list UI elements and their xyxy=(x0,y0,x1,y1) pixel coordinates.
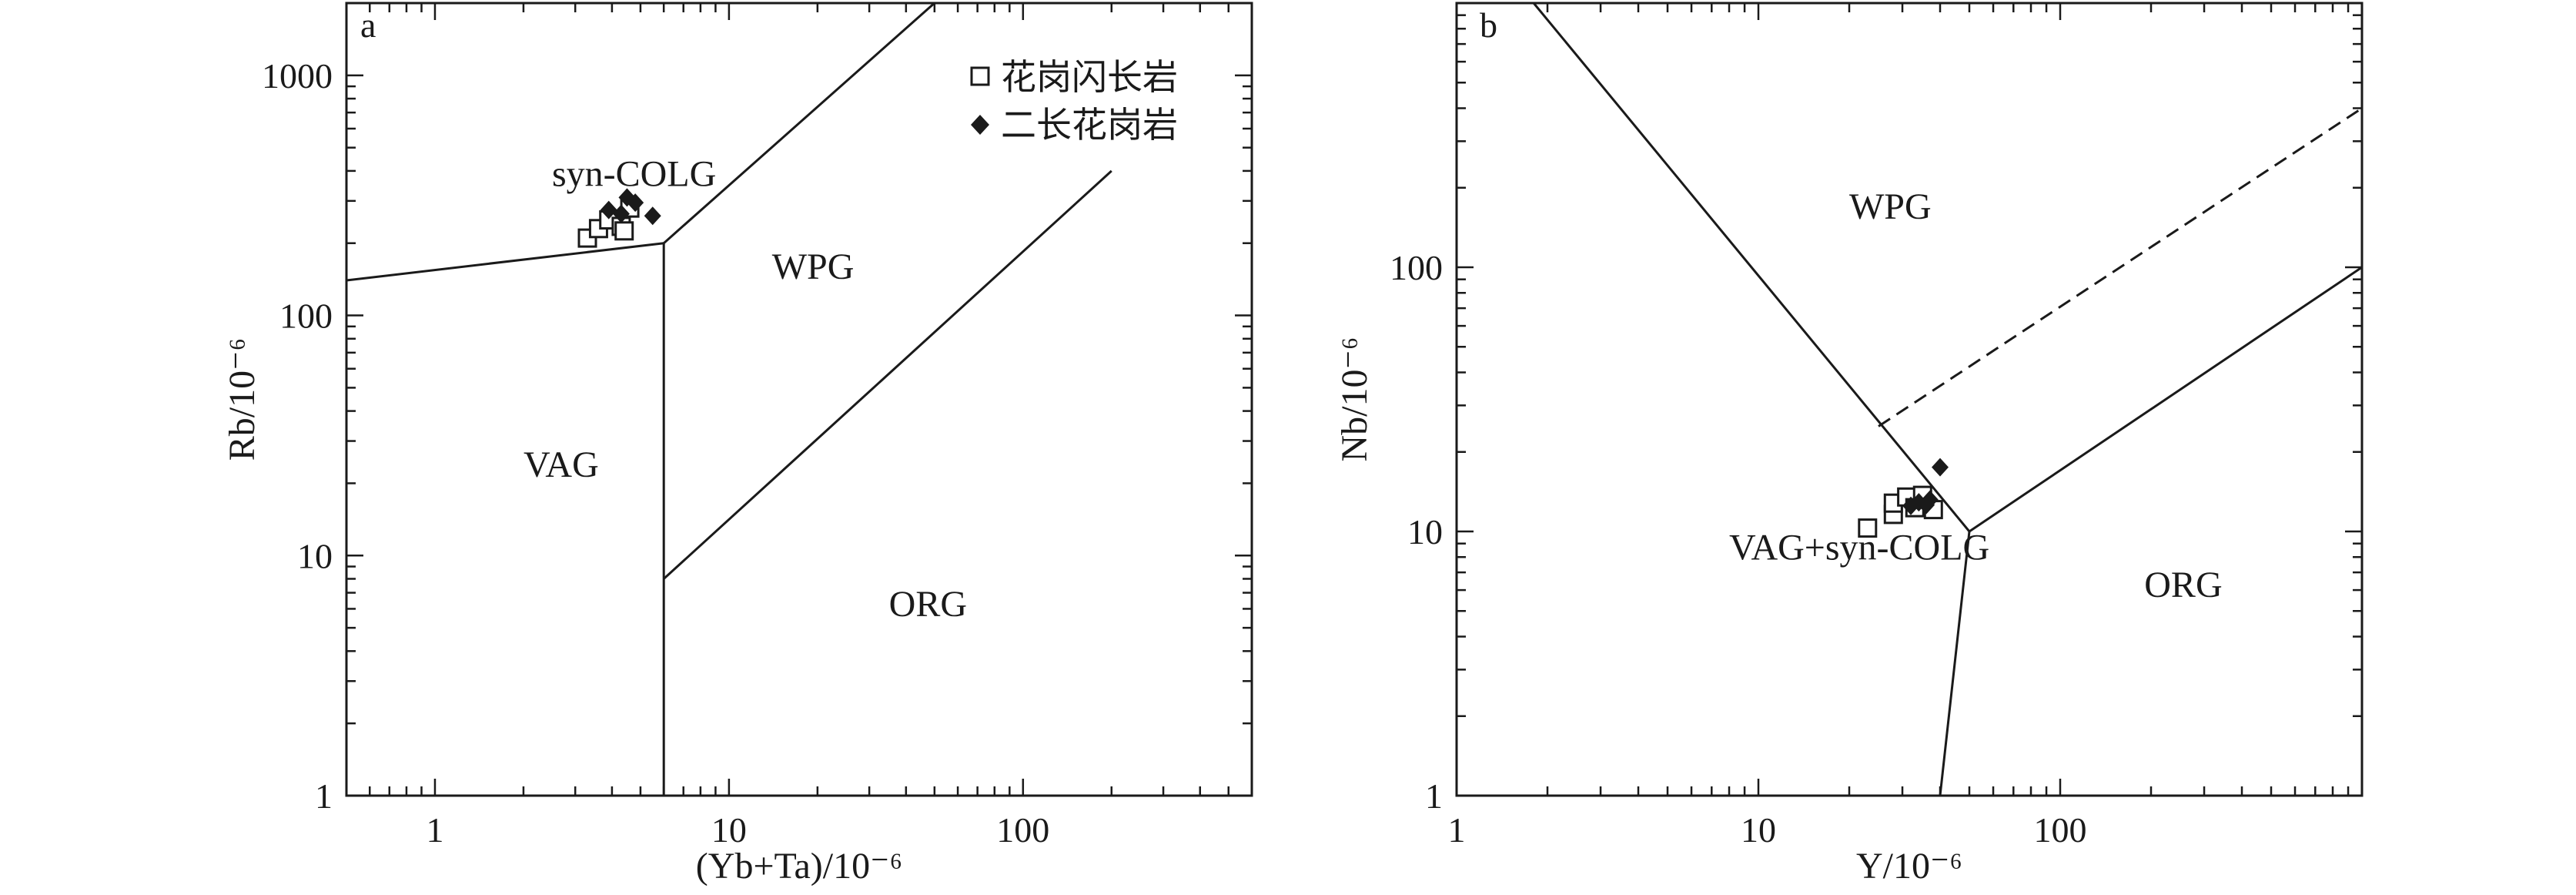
y-tick-label: 10 xyxy=(1407,512,1443,551)
series-monzogranite xyxy=(600,188,661,226)
open-square-point xyxy=(1858,518,1878,538)
series-monzogranite xyxy=(1902,458,1949,515)
legend-label: 花岗闪长岩 xyxy=(1001,58,1178,97)
boundary-line xyxy=(1939,531,1971,796)
plot-frame xyxy=(345,2,1253,797)
filled-diamond-point xyxy=(627,193,644,213)
boundary-line xyxy=(663,169,1112,580)
y-tick-label: 10 xyxy=(297,536,333,575)
y-tick-label: 1 xyxy=(1425,776,1443,816)
panel-b: 1 10 100110100Y/10⁻⁶Nb/10⁻⁶bWPGVAG+syn-COL… xyxy=(1334,2,2364,887)
y-axis-label: Rb/10⁻⁶ xyxy=(222,338,263,461)
axis-ticks xyxy=(1455,2,2364,797)
x-tick-label: 1 xyxy=(426,810,443,850)
filled-diamond-point xyxy=(644,206,661,226)
filled-diamond-point xyxy=(1932,458,1949,477)
field-label: ORG xyxy=(889,584,967,625)
field-label: syn-COLG xyxy=(552,153,716,194)
y-tick-label: 100 xyxy=(279,297,333,336)
boundary-line xyxy=(1969,266,2362,533)
field-label: VAG xyxy=(524,444,599,485)
panel-letter: a xyxy=(360,5,376,45)
panel-a: 1 10 100 1 10 100 1000 (Yb+Ta)/10⁻⁶ Rb/10⁻⁶ a syn-… xyxy=(222,2,1253,887)
panel-letter: b xyxy=(1480,5,1497,45)
legend-label: 二长花岗岩 xyxy=(1001,106,1178,145)
filled-diamond-point xyxy=(600,200,617,220)
x-tick-label: 10 xyxy=(711,810,747,850)
legend-diamond-marker xyxy=(971,115,989,135)
x-axis-label: Y/10⁻⁶ xyxy=(1856,846,1962,887)
field-boundaries xyxy=(346,3,1112,796)
field-label: ORG xyxy=(2144,565,2222,605)
x-axis-label: (Yb+Ta)/10⁻⁶ xyxy=(696,846,902,887)
x-tick-label: 10 xyxy=(1741,810,1776,850)
field-boundaries xyxy=(1532,3,2362,796)
filled-diamond-point xyxy=(1921,490,1939,509)
y-tick-label: 1000 xyxy=(262,56,333,96)
x-tick-label: 100 xyxy=(2034,810,2087,850)
boundary-line xyxy=(1532,3,1971,532)
field-label: WPG xyxy=(772,246,855,287)
dashed-boundary-line xyxy=(1878,107,2362,427)
legend-square-marker xyxy=(970,66,990,86)
boundary-line xyxy=(346,242,664,282)
open-square-point xyxy=(614,221,634,241)
y-tick-label: 100 xyxy=(1390,248,1443,287)
filled-diamond-point xyxy=(612,204,630,223)
axis-ticks xyxy=(345,2,1253,797)
field-label: WPG xyxy=(1849,186,1932,227)
y-tick-label: 1 xyxy=(315,776,333,816)
plot-frame xyxy=(1455,2,2364,797)
x-tick-label: 100 xyxy=(996,810,1049,850)
boundary-line xyxy=(663,3,935,244)
x-tick-label: 1 xyxy=(1448,810,1466,850)
y-axis-label: Nb/10⁻⁶ xyxy=(1334,337,1375,461)
